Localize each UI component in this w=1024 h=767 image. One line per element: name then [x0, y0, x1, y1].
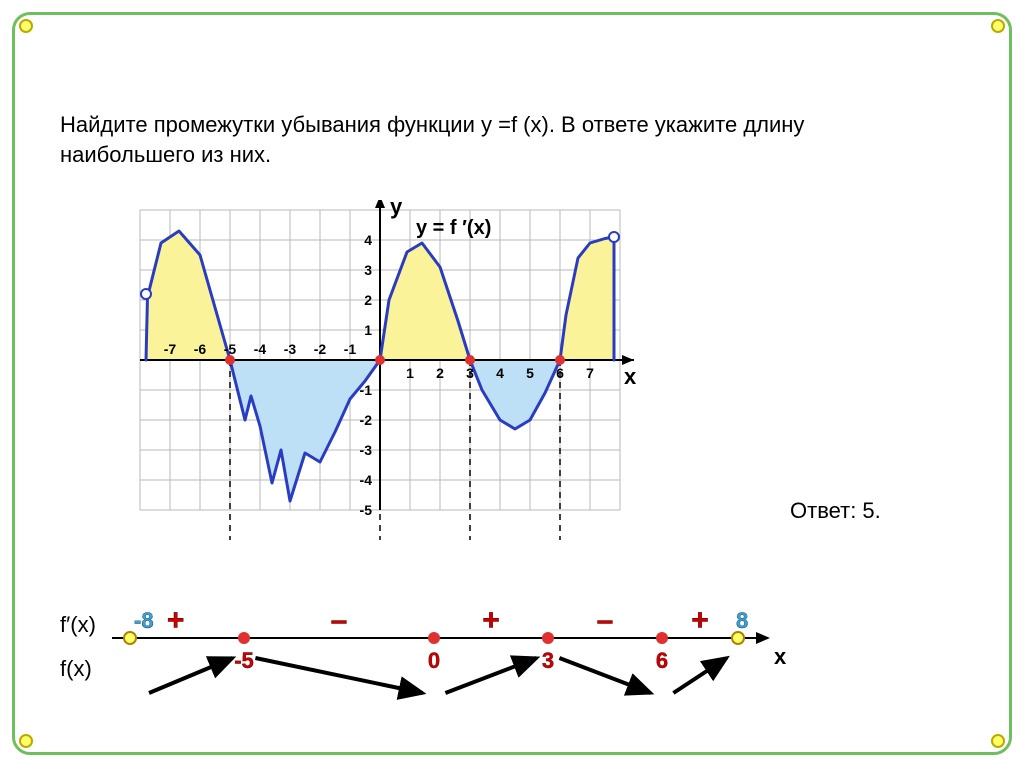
- svg-text:6: 6: [656, 648, 668, 673]
- svg-text:y: y: [390, 200, 403, 219]
- svg-text:–: –: [597, 604, 614, 637]
- derivative-chart: -7 -6 -5 -4 -3 -2 -1 1 2 3 4 5 6 7 1 2 3 4 -1 -2 -3 -4 -5 y x y =…: [100, 200, 660, 545]
- svg-text:-1: -1: [360, 382, 373, 398]
- svg-text:-5: -5: [360, 502, 373, 518]
- svg-text:0: 0: [428, 648, 440, 673]
- svg-text:-6: -6: [194, 341, 207, 357]
- corner-dot: [19, 19, 33, 33]
- svg-text:-4: -4: [254, 341, 267, 357]
- svg-text:4: 4: [496, 365, 504, 381]
- answer-text: Ответ: 5.: [790, 498, 881, 524]
- svg-text:-5: -5: [224, 341, 237, 357]
- svg-text:-2: -2: [314, 341, 327, 357]
- svg-text:-4: -4: [360, 472, 373, 488]
- svg-text:3: 3: [466, 365, 474, 381]
- svg-text:1: 1: [364, 322, 372, 338]
- svg-text:7: 7: [586, 365, 594, 381]
- svg-text:+: +: [691, 604, 709, 637]
- svg-text:5: 5: [526, 365, 534, 381]
- svg-text:–: –: [331, 604, 348, 637]
- svg-text:x: x: [774, 644, 787, 669]
- svg-text:1: 1: [406, 365, 414, 381]
- svg-text:4: 4: [364, 232, 372, 248]
- svg-text:2: 2: [436, 365, 444, 381]
- svg-text:+: +: [482, 604, 500, 637]
- corner-dot: [19, 734, 33, 748]
- corner-dot: [991, 19, 1005, 33]
- svg-text:3: 3: [364, 262, 372, 278]
- svg-text:-8: -8: [134, 608, 154, 633]
- corner-dot: [991, 734, 1005, 748]
- svg-text:-5: -5: [234, 648, 254, 673]
- svg-text:+: +: [167, 604, 185, 637]
- svg-text:-7: -7: [164, 341, 177, 357]
- svg-text:x: x: [624, 364, 637, 389]
- svg-text:3: 3: [542, 648, 554, 673]
- svg-text:2: 2: [364, 292, 372, 308]
- svg-text:-3: -3: [360, 442, 373, 458]
- svg-text:-1: -1: [344, 341, 357, 357]
- svg-text:-2: -2: [360, 412, 373, 428]
- task-text: Найдите промежутки убывания функции y =f…: [60, 110, 940, 169]
- svg-text:-3: -3: [284, 341, 297, 357]
- sign-number-line: x -8 8 -5 0 3 6 + – + – +: [60, 600, 960, 735]
- svg-text:8: 8: [736, 608, 748, 633]
- svg-text:6: 6: [556, 365, 564, 381]
- svg-text:y = f ′(x): y = f ′(x): [416, 217, 491, 239]
